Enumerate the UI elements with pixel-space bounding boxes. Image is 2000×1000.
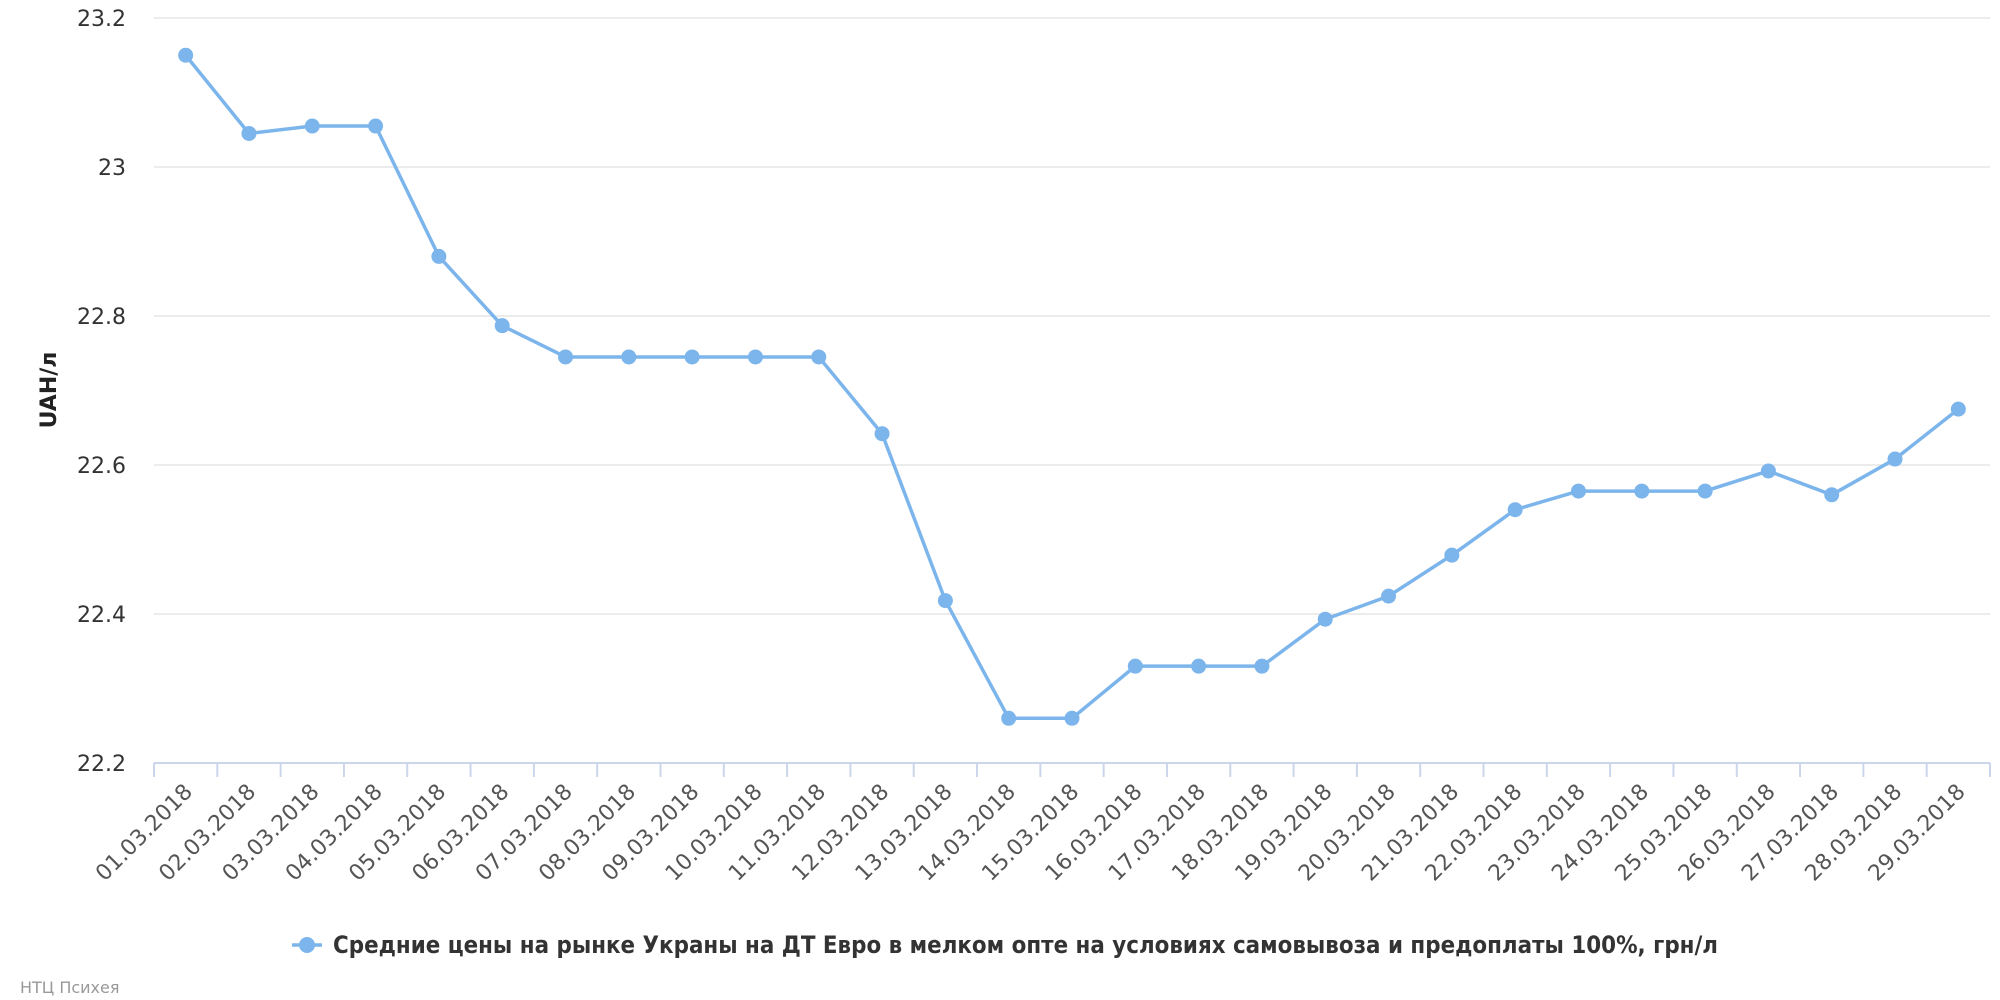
x-axis-ticks [153, 763, 1991, 777]
data-point [684, 349, 700, 365]
legend-marker-icon [299, 937, 315, 953]
x-axis-tick-labels: 01.03.201802.03.201803.03.201804.03.2018… [91, 780, 1970, 887]
legend-item-label[interactable]: Средние цены на рынке Украны на ДТ Евро … [333, 931, 1718, 959]
y-tick-label: 23 [98, 156, 126, 181]
data-point [1317, 611, 1333, 627]
y-tick-label: 22.4 [77, 603, 126, 628]
data-point [1381, 588, 1397, 604]
data-point [1064, 710, 1080, 726]
y-tick-label: 22.6 [77, 454, 126, 479]
data-point [241, 125, 257, 141]
data-point [1254, 658, 1270, 674]
data-point [1950, 401, 1966, 417]
data-point [558, 349, 574, 365]
y-tick-label: 22.8 [77, 305, 126, 330]
series-points [178, 47, 1966, 726]
data-point [874, 426, 890, 442]
y-tick-label: 22.2 [77, 752, 126, 777]
data-point [494, 318, 510, 334]
credit-text[interactable]: НТЦ Психея [20, 978, 119, 997]
data-point [621, 349, 637, 365]
data-point [1127, 658, 1143, 674]
y-tick-label: 23.2 [77, 7, 126, 32]
data-point [368, 118, 384, 134]
data-point [1824, 487, 1840, 503]
data-point [178, 47, 194, 63]
data-point [431, 248, 447, 264]
data-point [1697, 483, 1713, 499]
y-axis-label: UAH/л [37, 352, 62, 429]
data-point [1570, 483, 1586, 499]
y-axis-tick-labels: 22.2 22.4 22.6 22.8 23 23.2 [77, 7, 126, 777]
data-point [1001, 710, 1017, 726]
data-point [1760, 463, 1776, 479]
data-point [1191, 658, 1207, 674]
data-point [1507, 502, 1523, 518]
data-point [1634, 483, 1650, 499]
grid-lines [154, 17, 1990, 615]
data-point [937, 593, 953, 609]
data-point [811, 349, 827, 365]
legend[interactable]: Средние цены на рынке Украны на ДТ Евро … [292, 931, 1718, 959]
data-point [1444, 547, 1460, 563]
data-point [304, 118, 320, 134]
series-line [184, 54, 1960, 721]
data-point [747, 349, 763, 365]
data-point [1887, 451, 1903, 467]
